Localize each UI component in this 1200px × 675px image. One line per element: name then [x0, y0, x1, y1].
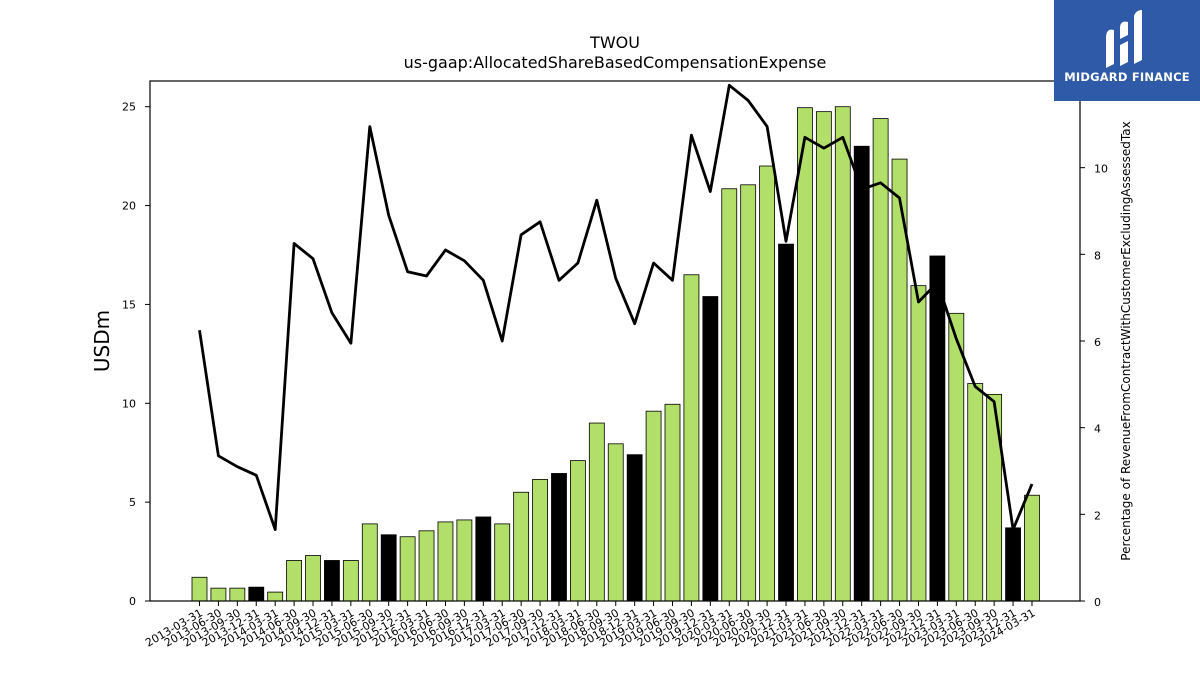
midgard-logo-icon — [1106, 10, 1142, 68]
bar-2021-12-31 — [853, 145, 870, 602]
y2-tick-label: 8 — [1094, 249, 1101, 262]
bar-2018-09-30 — [607, 443, 624, 602]
bar-2018-12-31 — [626, 454, 643, 602]
bar-2022-09-30 — [910, 285, 927, 602]
y-axis-label: USDm — [90, 310, 114, 372]
bar-2020-12-31 — [778, 243, 794, 602]
bar-2018-03-31 — [570, 460, 586, 602]
bar-2023-12-31 — [1005, 527, 1021, 602]
bar-2024-03-31 — [1024, 494, 1040, 602]
y2-tick-label: 0 — [1094, 596, 1101, 609]
chart-title: TWOU — [589, 33, 640, 52]
bar-2015-12-31 — [399, 536, 416, 602]
bar-2013-12-31 — [248, 586, 265, 602]
y-tick-label: 10 — [122, 397, 136, 410]
bar-2016-12-31 — [475, 516, 492, 602]
brand-logo: MIDGARD FINANCE — [1054, 0, 1200, 101]
y2-tick-label: 10 — [1094, 163, 1108, 176]
bar-2016-09-30 — [456, 519, 473, 602]
percentage-line — [198, 83, 1034, 531]
y2-tick-label: 6 — [1094, 336, 1101, 349]
brand-name: MIDGARD FINANCE — [1064, 70, 1190, 84]
bar-2015-03-31 — [342, 560, 359, 602]
bar-2017-03-31 — [494, 523, 511, 602]
bar-2022-03-31 — [872, 118, 889, 602]
y2-axis-label: Percentage of RevenueFromContractWithCus… — [1119, 121, 1133, 560]
bar-2020-03-31 — [721, 188, 738, 602]
bar-2019-06-30 — [664, 403, 681, 602]
y2-tick-label: 2 — [1094, 509, 1101, 522]
bar-2021-09-30 — [834, 106, 851, 602]
bar-2017-09-30 — [532, 479, 548, 602]
bar-2020-09-30 — [759, 165, 775, 602]
x-axis-ticks: 2013-03-312013-06-302013-09-302013-12-31… — [143, 601, 1037, 650]
bar-2014-06-30 — [286, 560, 303, 602]
y-tick-label: 15 — [122, 298, 136, 311]
y-tick-label: 5 — [129, 496, 136, 509]
bar-2020-06-30 — [740, 184, 757, 602]
bar-2016-06-30 — [437, 521, 454, 602]
y-tick-label: 25 — [122, 101, 136, 114]
y2-tick-label: 4 — [1094, 423, 1101, 436]
bar-2021-03-31 — [797, 107, 813, 602]
bar-2014-03-31 — [267, 591, 284, 602]
bar-2018-06-30 — [588, 422, 605, 602]
line-layer — [198, 83, 1034, 531]
bar-2016-03-31 — [418, 530, 435, 602]
bar-2017-06-30 — [513, 491, 530, 602]
bar-2013-09-30 — [229, 587, 246, 602]
bar-2019-09-30 — [683, 274, 700, 602]
bar-2015-06-30 — [361, 523, 378, 602]
bar-2014-09-30 — [305, 555, 321, 602]
bar-2013-06-30 — [210, 587, 227, 602]
y-tick-label: 20 — [122, 200, 136, 213]
bar-2021-06-30 — [815, 111, 832, 602]
bar-layer — [191, 106, 1040, 602]
bar-2023-03-31 — [948, 312, 965, 602]
chart-subtitle: us-gaap:AllocatedShareBasedCompensationE… — [404, 53, 827, 72]
y-tick-label: 0 — [129, 595, 136, 608]
bar-2022-12-31 — [929, 255, 946, 602]
bar-2014-12-31 — [324, 560, 340, 602]
bar-2013-03-31 — [191, 576, 208, 602]
bar-2019-03-31 — [645, 410, 662, 602]
bar-2023-09-30 — [986, 393, 1003, 602]
bar-2019-12-31 — [702, 296, 719, 602]
bar-2023-06-30 — [967, 383, 984, 602]
bar-2017-12-31 — [551, 473, 567, 602]
bar-2015-09-30 — [380, 534, 397, 602]
